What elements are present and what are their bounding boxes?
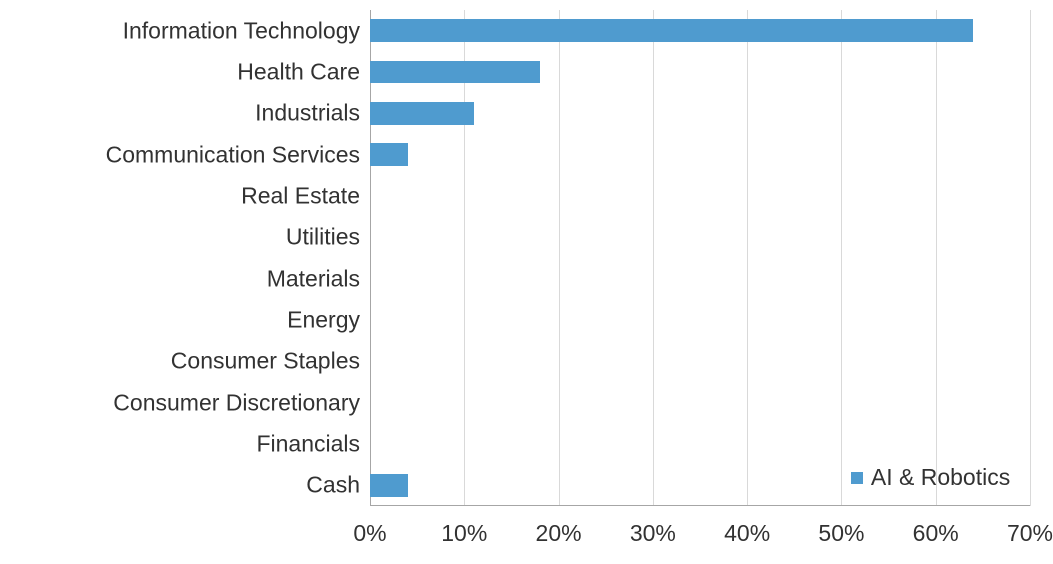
sector-allocation-chart: 0% 10% 20% 30% 40% 50% 60% 70% Information Techn… — [0, 0, 1053, 564]
legend-label: AI & Robotics — [871, 464, 1010, 491]
category-label: Materials — [267, 265, 370, 292]
category-label: Consumer Discretionary — [113, 389, 370, 416]
bar — [370, 474, 408, 497]
x-tick-label: 0% — [353, 506, 386, 547]
category-label: Utilities — [286, 224, 370, 251]
category-label: Financials — [256, 431, 370, 458]
gridline — [464, 10, 465, 506]
gridline — [841, 10, 842, 506]
category-label: Cash — [306, 472, 370, 499]
x-tick-label: 50% — [818, 506, 864, 547]
category-label: Real Estate — [241, 183, 370, 210]
category-label: Energy — [287, 307, 370, 334]
y-axis-line — [370, 10, 371, 506]
bar — [370, 102, 474, 125]
x-tick-label: 70% — [1007, 506, 1053, 547]
gridline — [747, 10, 748, 506]
x-tick-label: 60% — [913, 506, 959, 547]
legend: AI & Robotics — [851, 464, 1010, 491]
x-tick-label: 40% — [724, 506, 770, 547]
category-label: Industrials — [255, 100, 370, 127]
x-tick-label: 10% — [441, 506, 487, 547]
bar — [370, 19, 973, 42]
category-label: Information Technology — [123, 17, 370, 44]
plot-area: 0%10%20%30%40%50%60%70%Information Techn… — [370, 10, 1030, 506]
category-label: Health Care — [237, 59, 370, 86]
category-label: Consumer Staples — [171, 348, 370, 375]
gridline — [559, 10, 560, 506]
legend-swatch — [851, 472, 863, 484]
bar — [370, 143, 408, 166]
x-tick-label: 30% — [630, 506, 676, 547]
x-tick-label: 20% — [536, 506, 582, 547]
bar — [370, 61, 540, 84]
category-label: Communication Services — [106, 141, 370, 168]
x-axis-line — [370, 505, 1030, 506]
gridline — [936, 10, 937, 506]
gridline — [1030, 10, 1031, 506]
gridline — [653, 10, 654, 506]
